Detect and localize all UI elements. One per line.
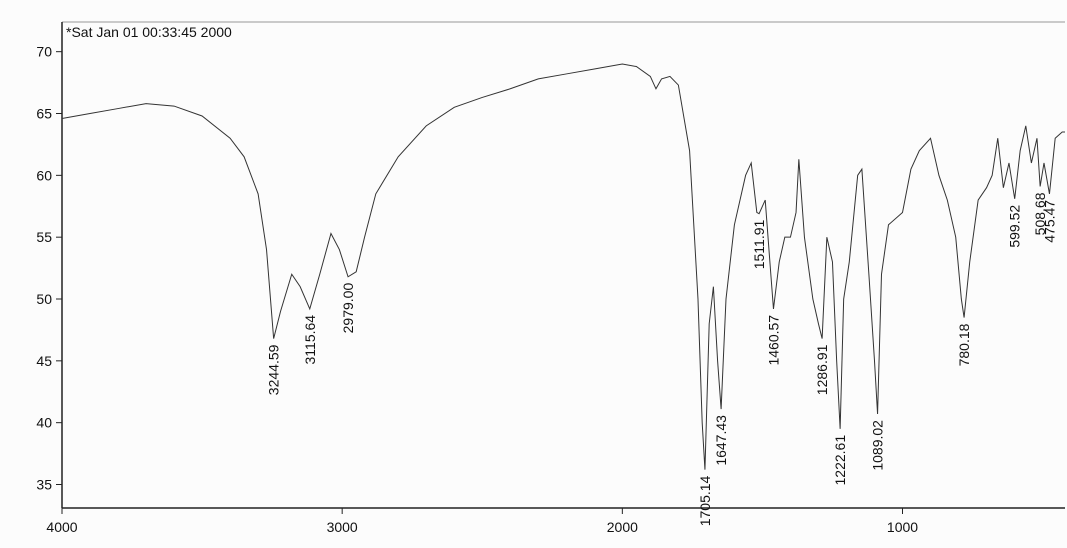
peak-label: 780.18 (956, 323, 972, 366)
y-tick-label: 35 (36, 477, 52, 493)
peak-label: 475.47 (1041, 200, 1057, 243)
y-tick-label: 65 (36, 106, 52, 122)
peak-label: 1286.91 (814, 344, 830, 395)
x-tick-label: 3000 (327, 519, 358, 535)
peak-label: 1647.43 (713, 415, 729, 466)
y-tick-label: 45 (36, 353, 52, 369)
y-tick-label: 55 (36, 229, 52, 245)
peak-label: 1705.14 (697, 475, 713, 526)
y-tick-label: 70 (36, 44, 52, 60)
x-tick-label: 1000 (887, 519, 918, 535)
y-tick-label: 40 (36, 415, 52, 431)
chart-title: *Sat Jan 01 00:33:45 2000 (66, 24, 232, 40)
x-tick-label: 4000 (46, 519, 77, 535)
peak-label: 1511.91 (751, 219, 767, 269)
peak-label: 1460.57 (765, 315, 781, 366)
peak-label: 1222.61 (832, 435, 848, 486)
peak-label: 508.68 (1032, 192, 1048, 235)
peak-label: 3244.59 (266, 344, 282, 395)
peak-label: 3115.64 (302, 315, 318, 365)
peak-label: 599.52 (1007, 205, 1023, 248)
spectrum-line (61, 63, 1065, 470)
x-tick-label: 2000 (607, 519, 638, 535)
peak-label: 2979.00 (340, 283, 356, 334)
y-tick-label: 50 (36, 291, 52, 307)
y-tick-label: 60 (36, 167, 52, 183)
peak-label: 1089.02 (870, 420, 886, 471)
